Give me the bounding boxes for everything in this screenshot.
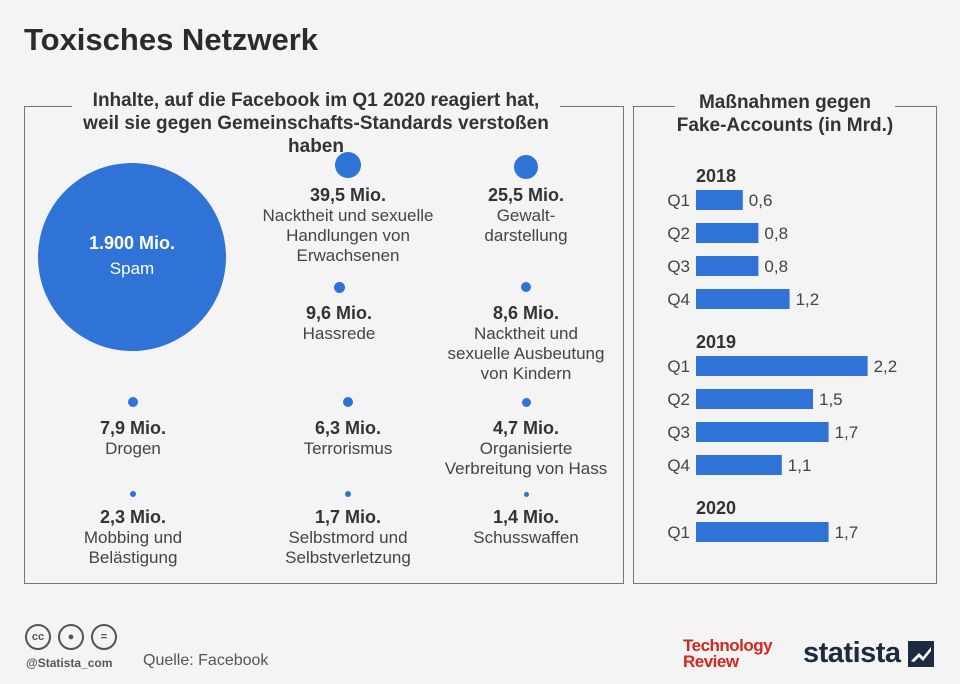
category-item: 6,3 Mio. Terrorismus [243, 417, 453, 459]
category-label-line: Terrorismus [303, 439, 393, 458]
category-bubble [343, 397, 353, 407]
bar [696, 356, 868, 376]
category-bubble [514, 155, 538, 179]
category-bubble [521, 282, 531, 292]
category-bubble [345, 491, 351, 497]
category-label-line: darstellung [484, 226, 568, 245]
quarter-label: Q2 [667, 224, 690, 243]
category-label-line: von Kindern [480, 364, 572, 383]
category-label-line: Handlungen von [286, 226, 410, 245]
bar-value-label: 1,7 [835, 423, 859, 442]
bar [696, 455, 782, 475]
category-label-line: Organisierte [479, 439, 573, 458]
fake-accounts-bar-chart: 2018 Q1 0,6 Q2 0,8 Q3 0,8 Q4 1,2 2019 Q1 2,2 Q2 1,5 Q3… [667, 166, 898, 542]
category-label-line: Schusswaffen [473, 528, 579, 547]
year-label: 2018 [696, 166, 736, 186]
category-bubble [333, 281, 345, 293]
bar [696, 190, 743, 210]
bar [696, 422, 829, 442]
category-label-line: sexuelle Ausbeutung [447, 344, 605, 363]
category-label-line: Nacktheit und sexuelle [262, 206, 434, 225]
spam-label: Spam [109, 259, 155, 278]
bar-value-label: 1,2 [796, 290, 820, 309]
category-item: 1,7 Mio. Selbstmord und Selbstverletzung [243, 506, 453, 568]
category-item: 2,3 Mio. Mobbing und Belästigung [28, 506, 238, 568]
quarter-label: Q4 [667, 456, 690, 475]
spam-value: 1.900 Mio. [88, 233, 176, 253]
category-bubble [335, 152, 361, 178]
bar [696, 256, 759, 276]
category-value: 25,5 Mio. [487, 185, 565, 205]
category-item: 39,5 Mio. Nacktheit und sexuelle Handlunge… [243, 184, 453, 266]
category-label-line: Mobbing und [83, 528, 183, 547]
violations-heading-line2: weil sie gegen Gemeinschafts-Standards v… [83, 113, 549, 157]
category-label-line: Nacktheit und [474, 324, 578, 343]
bar-value-label: 1,1 [788, 456, 812, 475]
category-label-line: Erwachsenen [296, 246, 400, 265]
quarter-label: Q1 [667, 523, 690, 542]
partner-line1: Technology [683, 636, 773, 655]
category-label-line: Verbreitung von Hass [444, 459, 608, 478]
bar-value-label: 0,6 [749, 191, 773, 210]
category-item: 9,6 Mio. Hassrede [234, 302, 444, 344]
category-label-line: Drogen [105, 439, 161, 458]
quarter-label: Q1 [667, 357, 690, 376]
category-value: 1,4 Mio. [492, 507, 559, 527]
category-label-line: Hassrede [302, 324, 376, 343]
category-bubble [523, 491, 529, 497]
quarter-label: Q3 [667, 257, 690, 276]
category-value: 8,6 Mio. [492, 303, 559, 323]
bar [696, 289, 790, 309]
technology-review-logo: Technology Review [683, 636, 773, 671]
category-label-line: Belästigung [88, 548, 178, 567]
footer-source: Quelle: Facebook [143, 652, 269, 669]
fake-accounts-heading-line2: Fake-Accounts (in Mrd.) [676, 115, 894, 136]
spam-bubble: 1.900 Mio. Spam [38, 163, 226, 351]
bar-value-label: 0,8 [764, 257, 788, 276]
quarter-label: Q4 [667, 290, 690, 309]
category-value: 1,7 Mio. [314, 507, 381, 527]
category-bubble [521, 397, 531, 407]
category-label-line: Selbstmord und [288, 528, 408, 547]
year-label: 2020 [696, 498, 736, 518]
quarter-label: Q1 [667, 191, 690, 210]
category-value: 9,6 Mio. [305, 303, 372, 323]
bar [696, 522, 829, 542]
category-bubble [130, 491, 136, 497]
category-item: 7,9 Mio. Drogen [28, 417, 238, 459]
bar-value-label: 0,8 [764, 224, 788, 243]
by-icon: ● [58, 624, 84, 650]
category-bubble [128, 397, 138, 407]
violations-panel-heading: Inhalte, auf die Facebook im Q1 2020 rea… [72, 89, 560, 158]
category-label-line: Gewalt- [496, 206, 556, 225]
fake-accounts-heading-line1: Maßnahmen gegen [698, 92, 872, 113]
category-value: 39,5 Mio. [309, 185, 387, 205]
violations-heading-line1: Inhalte, auf die Facebook im Q1 2020 rea… [92, 90, 540, 111]
bar-value-label: 1,5 [819, 390, 843, 409]
statista-logo-icon [908, 641, 934, 667]
bar-value-label: 1,7 [835, 523, 859, 542]
page-title: Toxisches Netzwerk [24, 22, 319, 57]
footer-handle: @Statista_com [26, 656, 113, 670]
category-value: 4,7 Mio. [492, 418, 559, 438]
quarter-label: Q3 [667, 423, 690, 442]
category-item: 1,4 Mio. Schusswaffen [421, 506, 631, 548]
category-value: 7,9 Mio. [99, 418, 166, 438]
category-item: 8,6 Mio. Nacktheit und sexuelle Ausbeutung… [421, 302, 631, 384]
category-value: 2,3 Mio. [99, 507, 166, 527]
bar [696, 223, 759, 243]
year-label: 2019 [696, 332, 736, 352]
fake-accounts-heading: Maßnahmen gegen Fake-Accounts (in Mrd.) [675, 91, 895, 137]
category-value: 6,3 Mio. [314, 418, 381, 438]
nd-icon: = [91, 624, 117, 650]
bar-value-label: 2,2 [874, 357, 898, 376]
statista-logo: statista [803, 637, 901, 669]
category-item: 4,7 Mio. Organisierte Verbreitung von Hass [421, 417, 631, 479]
bar [696, 389, 813, 409]
quarter-label: Q2 [667, 390, 690, 409]
category-label-line: Selbstverletzung [285, 548, 411, 567]
category-item: 25,5 Mio. Gewalt-darstellung [421, 184, 631, 246]
partner-line2: Review [683, 652, 739, 671]
cc-icon: cc [25, 624, 51, 650]
